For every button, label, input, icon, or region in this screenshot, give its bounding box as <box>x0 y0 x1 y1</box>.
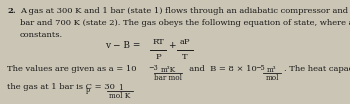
Text: m³K: m³K <box>160 66 176 74</box>
Text: RT: RT <box>152 38 164 46</box>
Text: T: T <box>182 53 188 61</box>
Text: m³: m³ <box>267 66 277 74</box>
Text: +: + <box>168 41 176 51</box>
Text: bar mol: bar mol <box>154 74 182 82</box>
Text: p: p <box>86 86 90 94</box>
Text: = 30: = 30 <box>92 83 115 91</box>
Text: −5: −5 <box>255 64 265 72</box>
Text: mol: mol <box>265 74 279 82</box>
Text: v − B =: v − B = <box>105 41 140 51</box>
Text: bar and 700 K (state 2). The gas obeys the following equation of state, where a : bar and 700 K (state 2). The gas obeys t… <box>20 19 350 27</box>
Text: −3: −3 <box>148 64 158 72</box>
Text: 1: 1 <box>118 84 122 92</box>
Text: mol K: mol K <box>109 92 131 100</box>
Text: . The heat capacity of: . The heat capacity of <box>284 65 350 73</box>
Text: P: P <box>155 53 161 61</box>
Text: 2.: 2. <box>7 7 16 15</box>
Text: A gas at 300 K and 1 bar (state 1) flows through an adiabatic compressor and exi: A gas at 300 K and 1 bar (state 1) flows… <box>20 7 350 15</box>
Text: the gas at 1 bar is C: the gas at 1 bar is C <box>7 83 92 91</box>
Text: constants.: constants. <box>20 31 63 39</box>
Text: and  B = 8 × 10: and B = 8 × 10 <box>184 65 257 73</box>
Text: aP: aP <box>180 38 190 46</box>
Text: The values are given as a = 10: The values are given as a = 10 <box>7 65 136 73</box>
